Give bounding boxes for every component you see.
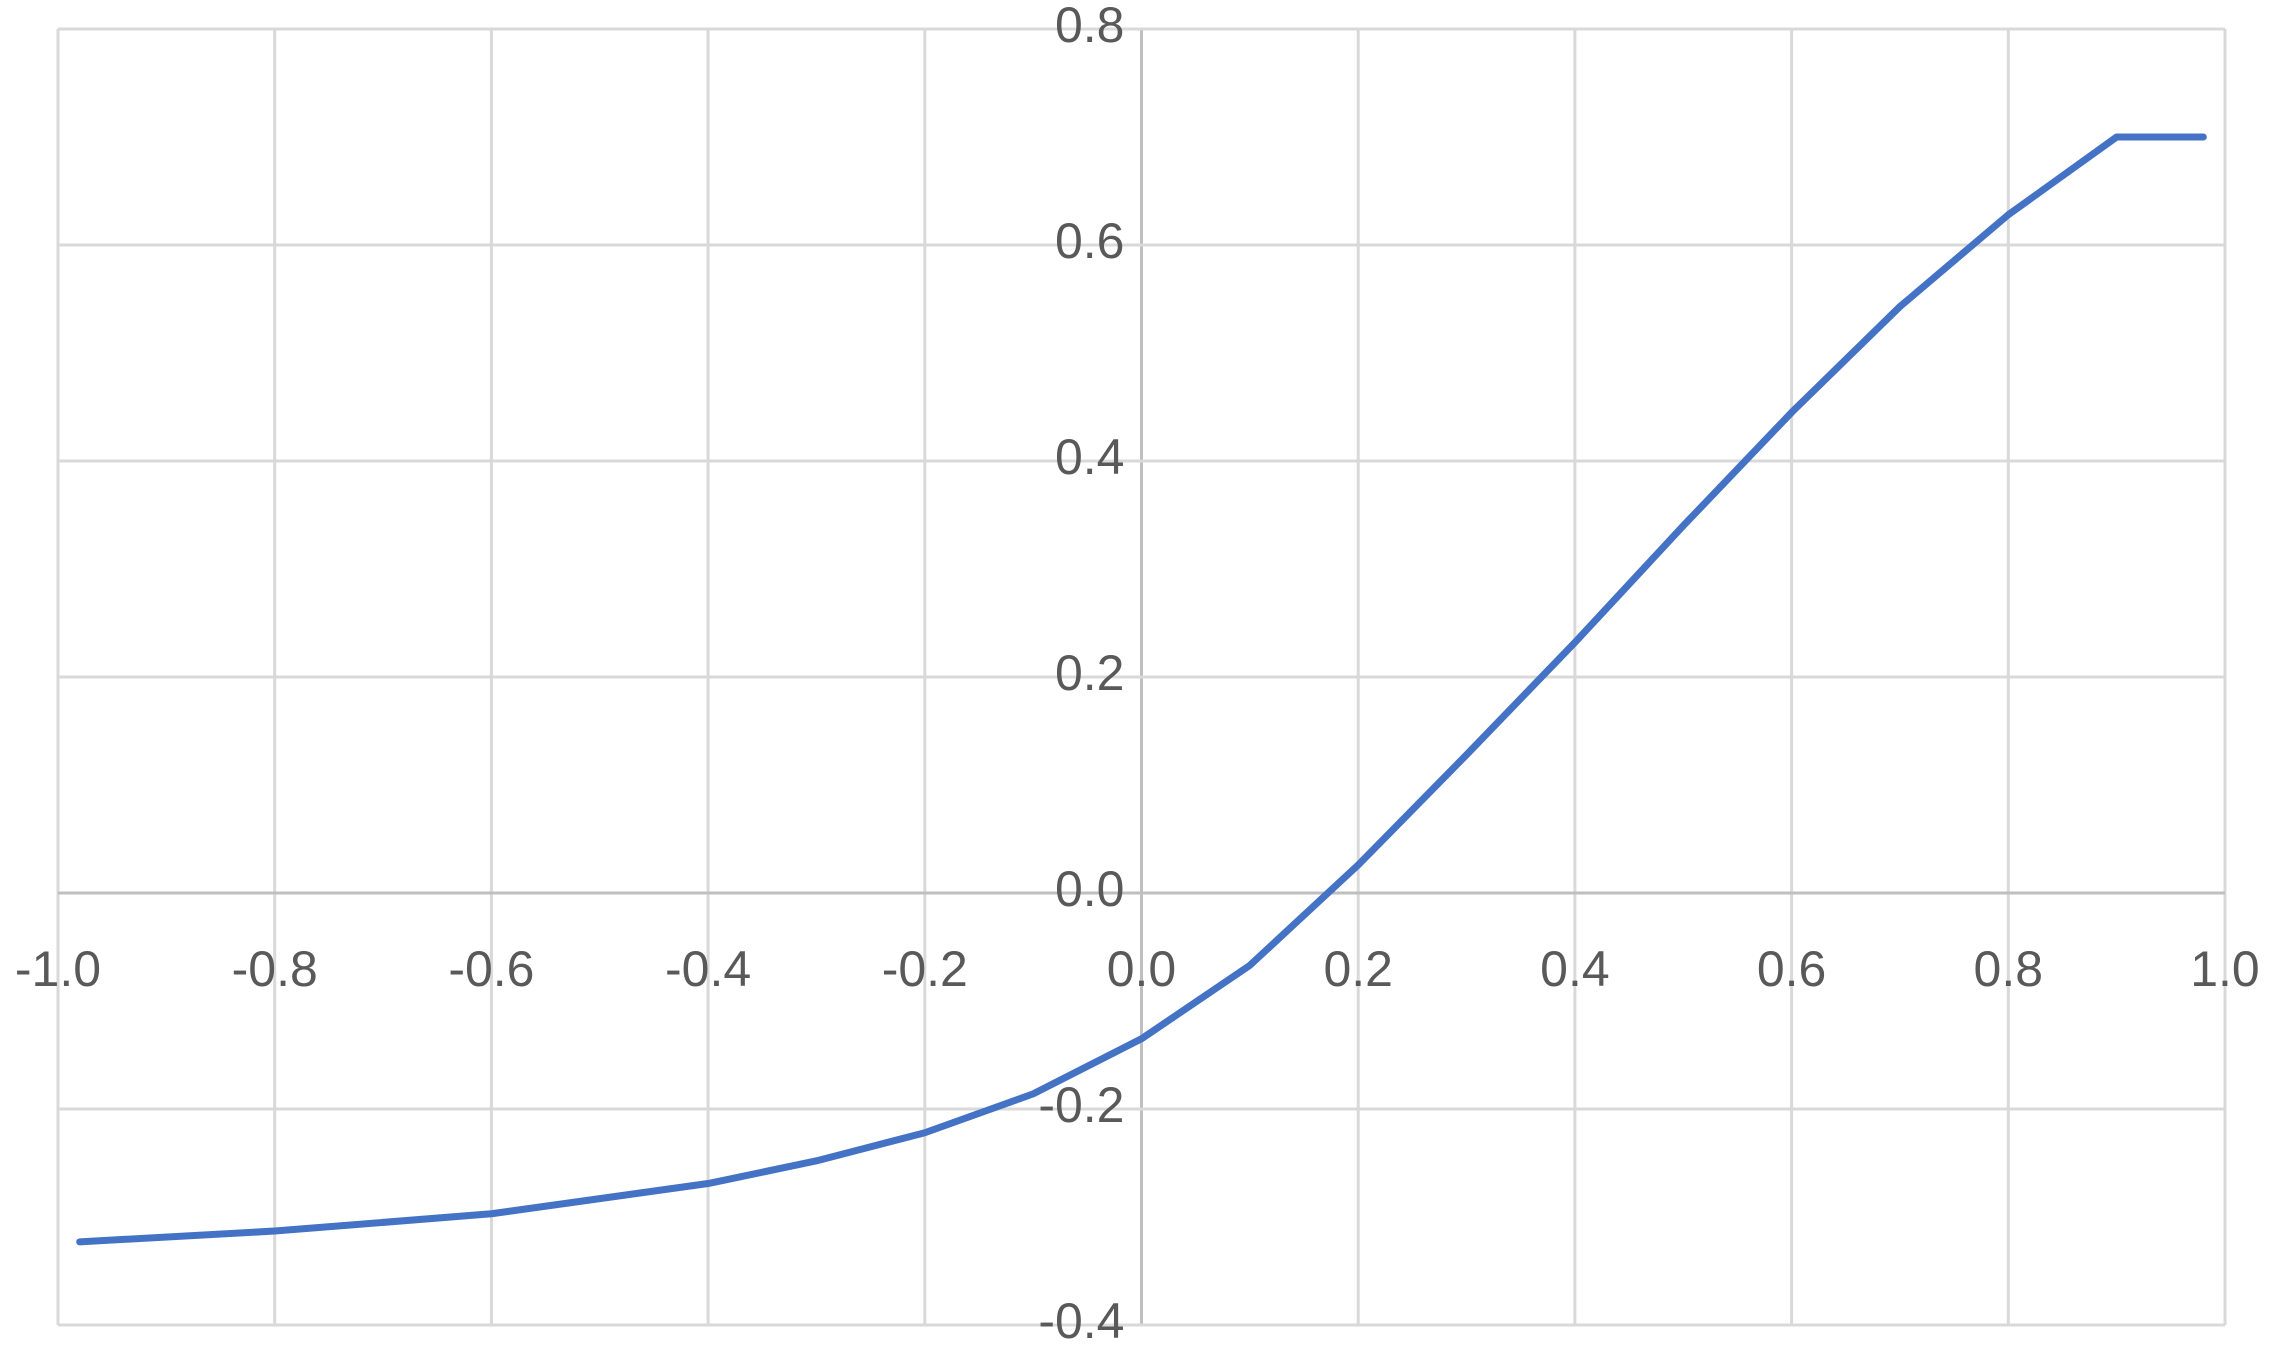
y-tick-label: 0.4 <box>1055 429 1125 485</box>
y-tick-label: 0.6 <box>1055 213 1125 269</box>
x-tick-label: 0.2 <box>1323 941 1393 997</box>
x-tick-label: -0.8 <box>232 941 318 997</box>
x-tick-label: 0.0 <box>1107 941 1177 997</box>
x-tick-label: -0.2 <box>882 941 968 997</box>
y-tick-label: -0.4 <box>1038 1293 1124 1349</box>
x-tick-label: -0.6 <box>448 941 534 997</box>
x-tick-label: -0.4 <box>665 941 751 997</box>
x-tick-label: 0.4 <box>1540 941 1610 997</box>
y-tick-label: 0.8 <box>1055 0 1125 53</box>
x-tick-label: 1.0 <box>2190 941 2260 997</box>
x-tick-label: 0.8 <box>1974 941 2044 997</box>
y-tick-label: 0.2 <box>1055 645 1125 701</box>
x-tick-label: 0.6 <box>1757 941 1827 997</box>
data-line <box>76 133 2207 1246</box>
x-tick-label: -1.0 <box>15 941 101 997</box>
y-tick-label: 0.0 <box>1055 861 1125 917</box>
